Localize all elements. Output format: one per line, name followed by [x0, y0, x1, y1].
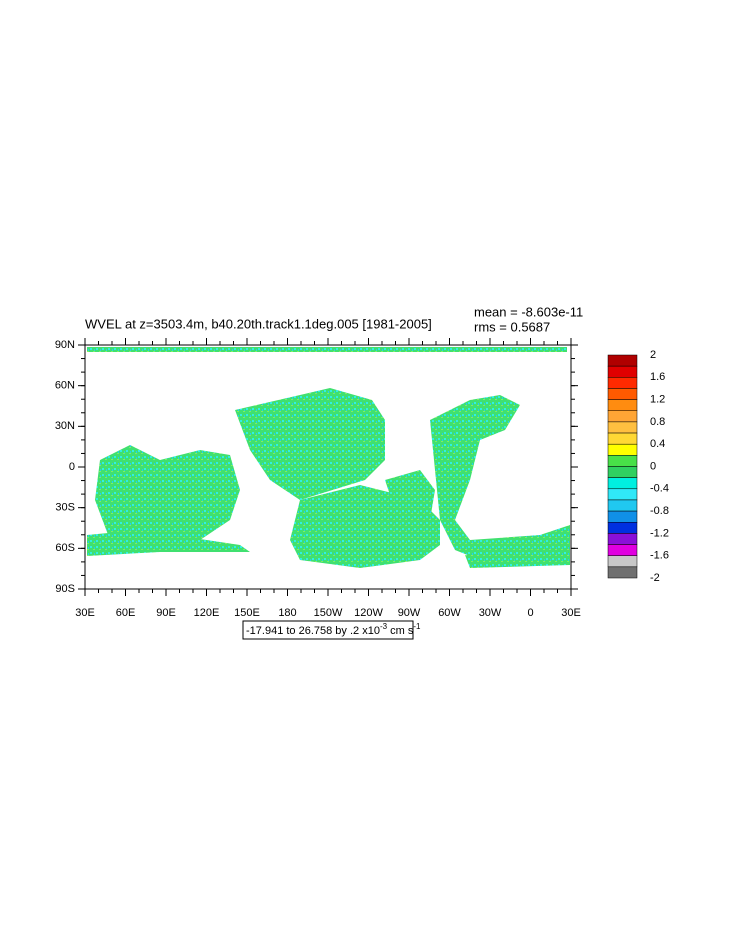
colorbar-label: 1.2	[650, 394, 665, 406]
lat-label: 30N	[55, 420, 75, 432]
colorbar-box	[607, 388, 638, 400]
mean: mean = -8.603e-11	[474, 304, 583, 319]
colorbar-label: -0.4	[650, 483, 669, 495]
lat-label: 60S	[55, 542, 75, 554]
lon-label: 60E	[116, 607, 136, 619]
colorbar-label: 0	[650, 460, 656, 472]
lon-label: 90E	[156, 607, 176, 619]
rms: rms = 0.5687	[474, 319, 550, 334]
colorbar-label: -2	[650, 572, 660, 584]
colorbar-box	[607, 365, 638, 378]
colorbar-box	[607, 566, 638, 579]
colorbar-box	[607, 399, 638, 412]
colorbar-box	[607, 377, 638, 389]
field	[87, 347, 570, 568]
footnote: -17.941 to 26.758 by .2 x10-3 cm s-1	[246, 622, 421, 637]
lon-label: 0	[527, 607, 533, 619]
lon-label: 120W	[354, 607, 383, 619]
footnote-units: cm s	[387, 625, 414, 637]
colorbar-label: 2	[650, 349, 656, 361]
title: WVEL at z=3503.4m, b40.20th.track1.1deg.…	[85, 316, 432, 331]
lon-label: 180	[278, 607, 296, 619]
lat-label: 90N	[55, 339, 75, 351]
colorbar-box	[607, 455, 638, 467]
colorbar-box	[607, 421, 638, 434]
colorbar-box	[607, 522, 638, 534]
colorbar-box	[607, 544, 638, 556]
colorbar-box	[607, 432, 638, 445]
colorbar-box	[607, 354, 638, 367]
colorbar-box	[607, 510, 638, 523]
colorbar-box	[607, 477, 638, 490]
lat-label: 0	[69, 461, 75, 473]
colorbar-label: 1.6	[650, 371, 665, 383]
footnote-exponent: -3	[380, 622, 388, 631]
footnote-box	[242, 620, 414, 640]
colorbar-label: -1.2	[650, 527, 669, 539]
lon-label: 150W	[314, 607, 343, 619]
colorbar-label: -0.8	[650, 505, 669, 517]
footnote-exponent: -1	[413, 622, 421, 631]
lat-label: 90S	[55, 583, 75, 595]
lon-label: 60W	[438, 607, 461, 619]
lon-label: 30E	[561, 607, 581, 619]
colorbar-label: 0.4	[650, 438, 665, 450]
lon-label: 30E	[75, 607, 95, 619]
lon-label: 150E	[234, 607, 260, 619]
lat-label: 60N	[55, 380, 75, 392]
footnote-text: -17.941 to 26.758 by .2 x10	[246, 625, 380, 637]
colorbar-box	[607, 555, 638, 568]
colorbar-label: 0.8	[650, 416, 665, 428]
colorbar-box	[607, 499, 638, 512]
lon-label: 30W	[479, 607, 502, 619]
colorbar-box	[607, 533, 638, 545]
lon-label: 90W	[398, 607, 421, 619]
lon-label: 120E	[194, 607, 220, 619]
lat-label: 30S	[55, 502, 75, 514]
colorbar-label: -1.6	[650, 550, 669, 562]
colorbar-box	[607, 410, 638, 423]
colorbar-box	[607, 488, 638, 501]
colorbar-box	[607, 443, 638, 456]
colorbar-box	[607, 466, 638, 478]
